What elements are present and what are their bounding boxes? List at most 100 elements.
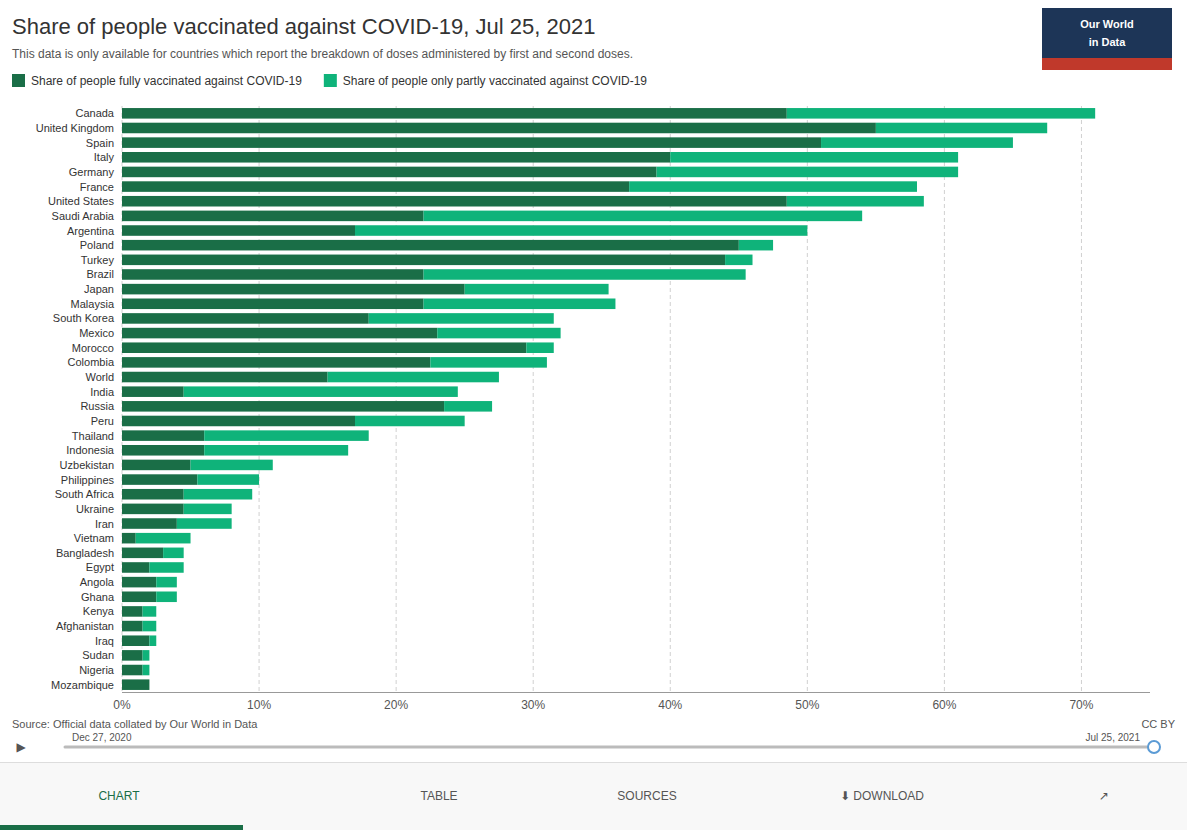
y-tick-label: World — [85, 371, 114, 383]
bar — [629, 181, 917, 192]
bar — [204, 430, 368, 441]
bar — [424, 269, 746, 280]
grid-line — [944, 106, 945, 692]
y-tick-label: Japan — [84, 283, 114, 295]
grid-line — [670, 106, 671, 692]
bar — [122, 342, 526, 353]
y-tick-label: Brazil — [86, 268, 114, 280]
bar — [197, 474, 259, 485]
series — [136, 108, 1095, 675]
bar — [184, 489, 253, 500]
bar — [143, 650, 150, 661]
bar — [149, 635, 156, 646]
title: Share of people vaccinated against COVID… — [12, 14, 595, 39]
y-tick-label: Saudi Arabia — [52, 210, 115, 222]
y-tick-label: Ukraine — [76, 503, 114, 515]
nav-label: ⬇ DOWNLOAD — [840, 789, 924, 803]
y-tick-label: Nigeria — [79, 664, 115, 676]
x-tick-label: 20% — [384, 698, 408, 712]
series — [122, 108, 876, 690]
bars — [122, 108, 1095, 690]
y-tick-label: Vietnam — [74, 532, 114, 544]
bar — [122, 621, 143, 632]
y-tick-label: South Africa — [55, 488, 115, 500]
bar — [122, 167, 657, 178]
y-tick-label: Russia — [80, 400, 115, 412]
nav-active-underline — [0, 825, 243, 830]
bar — [526, 342, 553, 353]
chart: Share of people vaccinated against COVID… — [0, 0, 1187, 830]
y-tick-label: Indonesia — [66, 444, 115, 456]
y-tick-label: Egypt — [86, 561, 114, 573]
y-tick-label: Germany — [69, 166, 115, 178]
y-tick-label: India — [90, 386, 115, 398]
bar — [657, 167, 959, 178]
grid — [122, 106, 1081, 692]
x-tick-label: 10% — [247, 698, 271, 712]
y-tick-label: Morocco — [72, 342, 114, 354]
y-tick-label: Italy — [94, 151, 115, 163]
bar — [424, 299, 616, 310]
bar — [122, 372, 328, 383]
bar — [670, 152, 958, 163]
y-tick-label: Uzbekistan — [60, 459, 114, 471]
bar — [143, 621, 157, 632]
y-tick-label: Bangladesh — [56, 547, 114, 559]
timeline: ▶Dec 27, 2020Jul 25, 2021 — [16, 732, 1160, 754]
x-tick-label: 0% — [113, 698, 131, 712]
bar — [122, 401, 444, 412]
bar — [191, 460, 273, 471]
bar — [821, 137, 1013, 148]
legend-item: Share of people only partly vaccinated a… — [324, 74, 647, 88]
bar — [204, 445, 348, 456]
timeline-track — [65, 746, 1151, 749]
y-tick-label: Kenya — [83, 605, 115, 617]
bar — [122, 635, 149, 646]
logo: Our World in Data — [1042, 8, 1172, 70]
y-tick-label: Philippines — [61, 474, 115, 486]
bar — [122, 299, 424, 310]
bar — [163, 548, 184, 559]
x-tick-label: 30% — [521, 698, 545, 712]
bar — [122, 533, 136, 544]
bar — [328, 372, 499, 383]
logo-box — [1042, 8, 1172, 70]
bar — [122, 592, 156, 603]
grid-line — [259, 106, 260, 692]
bar — [355, 416, 465, 427]
nav-background — [0, 762, 1187, 830]
y-tick-label: Mexico — [79, 327, 114, 339]
y-tick-label: United Kingdom — [36, 122, 114, 134]
y-tick-label: Canada — [75, 107, 114, 119]
bar — [424, 211, 863, 222]
bar — [177, 518, 232, 529]
y-tick-label: Poland — [80, 239, 114, 251]
bar — [143, 665, 150, 676]
legend-label: Share of people only partly vaccinated a… — [343, 74, 647, 88]
bar — [122, 269, 424, 280]
bar — [143, 606, 157, 617]
logo-text: Our World — [1080, 18, 1134, 30]
bar — [156, 592, 177, 603]
bar — [465, 284, 609, 295]
source: Source: Official data collated by Our Wo… — [12, 718, 258, 730]
bar — [122, 489, 184, 500]
nav-label: ↗ — [1099, 789, 1109, 803]
bar — [122, 386, 184, 397]
bar — [122, 416, 355, 427]
logo-accent — [1042, 58, 1172, 70]
logo-text: in Data — [1089, 36, 1127, 48]
bar — [122, 445, 204, 456]
y-tick-label: Ghana — [81, 591, 115, 603]
bar — [122, 123, 876, 134]
y-tick-label: Iran — [95, 518, 114, 530]
bar — [136, 533, 191, 544]
y-tick-label: Afghanistan — [56, 620, 114, 632]
bar — [122, 181, 629, 192]
bar — [122, 108, 787, 119]
bar — [156, 577, 177, 588]
timeline-end: Jul 25, 2021 — [1086, 732, 1141, 743]
grid-line — [396, 106, 397, 692]
bar — [122, 357, 430, 368]
bar — [739, 240, 773, 251]
